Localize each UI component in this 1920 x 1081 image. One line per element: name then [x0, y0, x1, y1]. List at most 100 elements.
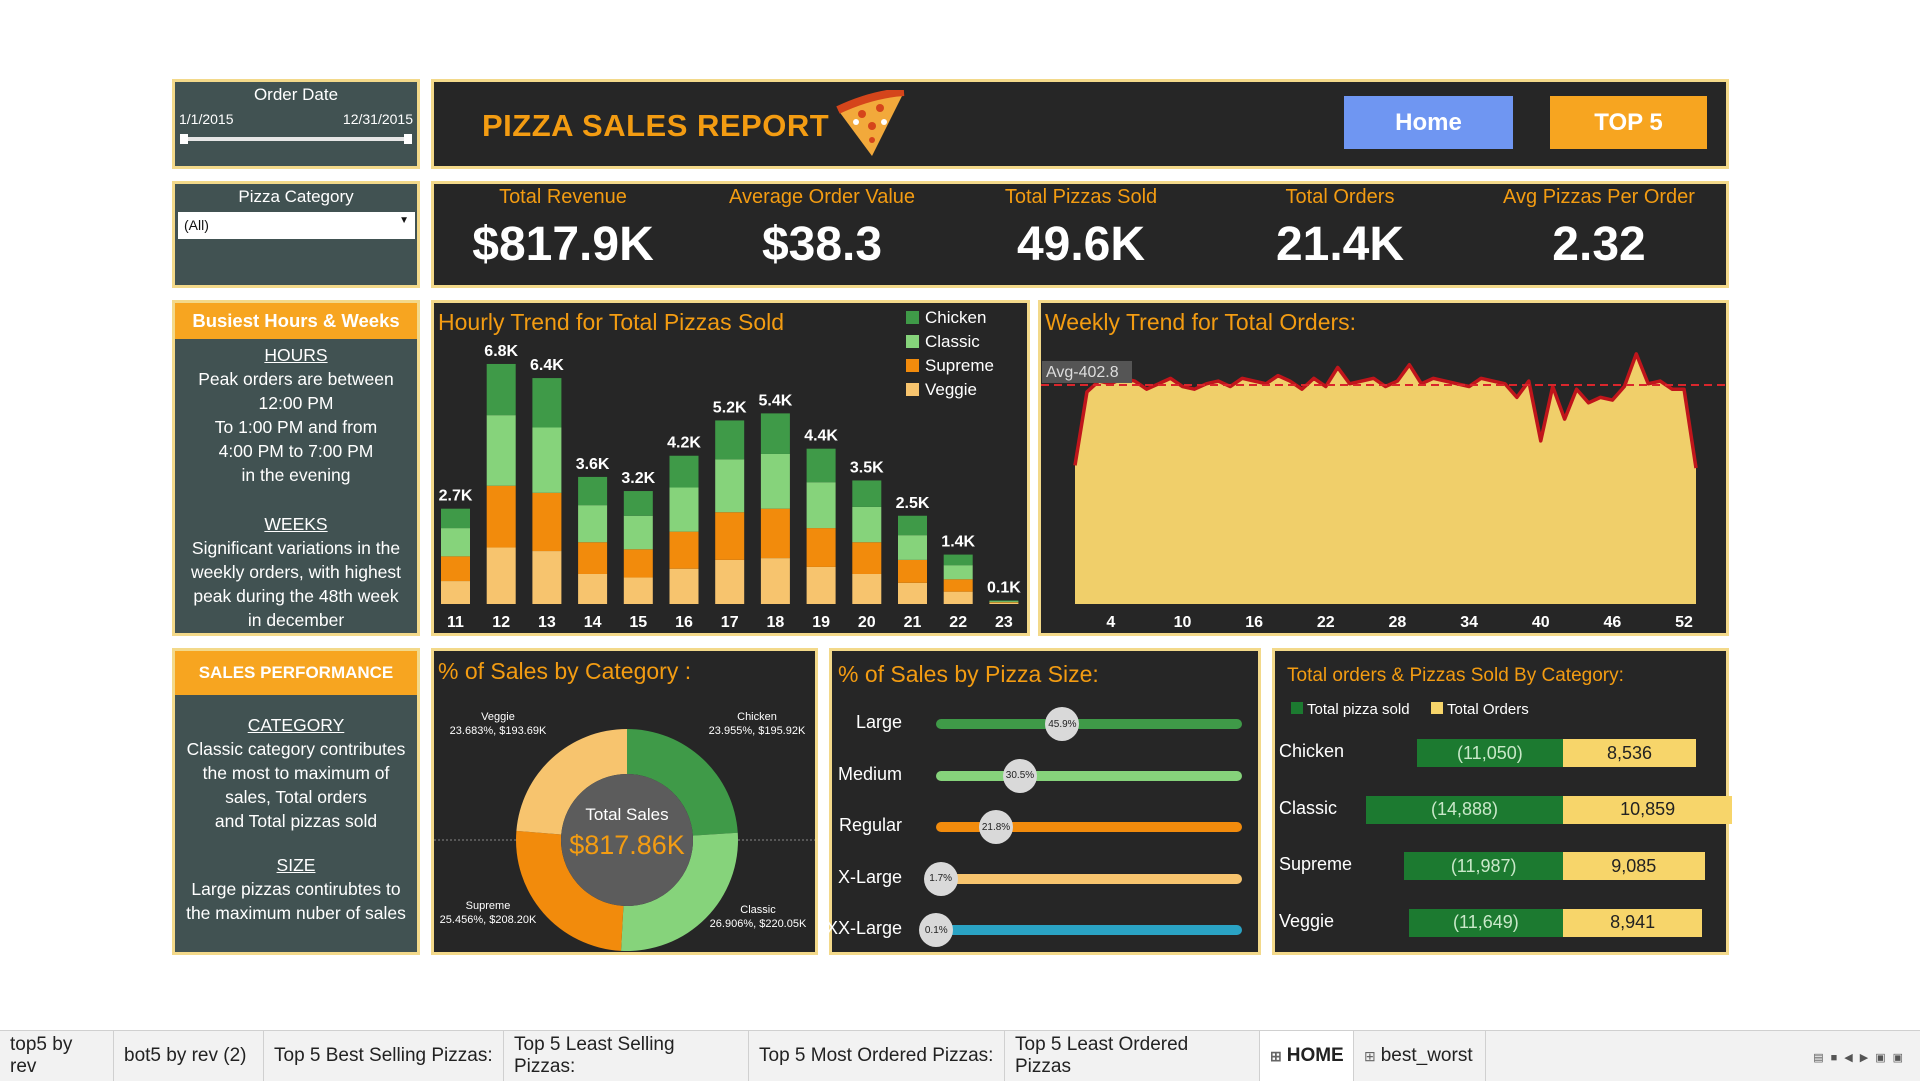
- orders-bar: 9,085: [1563, 852, 1705, 880]
- order-date-start: 1/1/2015: [179, 111, 234, 127]
- orders-by-category-panel: Total orders & Pizzas Sold By Category: …: [1272, 648, 1733, 955]
- tab-top5-most-ordered[interactable]: Top 5 Most Ordered Pizzas:: [749, 1031, 1005, 1081]
- data-label: 0.1K: [987, 579, 1021, 596]
- tab-best-worst[interactable]: ⊞ best_worst: [1354, 1031, 1486, 1081]
- orders-bar: 8,536: [1563, 739, 1697, 767]
- tab-label: top5 by rev: [10, 1034, 73, 1077]
- slice-name-label: Veggie: [481, 711, 515, 723]
- hours-line: To 1:00 PM and from: [214, 417, 378, 437]
- legend-label: Total pizza sold: [1307, 701, 1410, 718]
- sales-performance-panel: SALES PERFORMANCE CATEGORY Classic categ…: [172, 648, 420, 955]
- bar-segment: [898, 582, 927, 604]
- bar-segment: [989, 600, 1019, 602]
- bar-segment: [623, 577, 653, 604]
- weeks-line: in december: [247, 610, 345, 630]
- slice-name-label: Supreme: [466, 900, 511, 912]
- category-label: Veggie: [1279, 910, 1335, 931]
- size-label: XX-Large: [825, 918, 902, 938]
- filmstrip-icon[interactable]: ■: [1830, 1052, 1845, 1064]
- show-sheet-tabs-icon[interactable]: ▤: [1813, 1052, 1831, 1064]
- tab-top5-by-rev[interactable]: top5 by rev: [0, 1031, 114, 1081]
- legend-swatch: [906, 311, 919, 324]
- tab-label: HOME: [1286, 1045, 1344, 1066]
- data-label: 2.5K: [896, 495, 930, 512]
- tab-top5-least-ordered[interactable]: Top 5 Least Ordered Pizzas: [1005, 1031, 1260, 1081]
- tab-home[interactable]: ⊞ HOME: [1260, 1031, 1354, 1081]
- size-label: X-Large: [837, 866, 902, 887]
- size-label: Large: [855, 712, 902, 732]
- slider-handle-end[interactable]: [404, 134, 412, 144]
- legend-label: Supreme: [925, 356, 994, 375]
- hourly-trend-panel: Hourly Trend for Total Pizzas Sold Chicke…: [431, 300, 1030, 636]
- bar-segment: [760, 413, 790, 454]
- kpi-label: Total Revenue: [499, 186, 627, 208]
- chart-title: Weekly Trend for Total Orders:: [1045, 309, 1356, 335]
- x-tick-label: 17: [721, 614, 739, 631]
- bar-segment: [806, 528, 836, 567]
- dropdown-arrow-icon[interactable]: ▼: [399, 215, 409, 226]
- bar-segment: [486, 547, 516, 604]
- size-label: Regular: [838, 815, 902, 835]
- chart-title: % of Sales by Category :: [438, 658, 691, 684]
- data-label: 2.7K: [439, 488, 473, 505]
- x-tick-label: 22: [949, 614, 967, 631]
- donut-slice: [516, 729, 627, 835]
- weekly-trend-chart: Weekly Trend for Total Orders: Avg-402.8 4…: [1041, 309, 1726, 631]
- kpi-value: 49.6K: [1016, 218, 1146, 271]
- tab-bot5-by-rev-2[interactable]: bot5 by rev (2): [114, 1031, 264, 1081]
- tab-top5-least-selling[interactable]: Top 5 Least Selling Pizzas:: [504, 1031, 749, 1081]
- weeks-heading: WEEKS: [264, 514, 328, 534]
- bar-segment: [532, 551, 562, 604]
- bar-segment: [669, 568, 699, 604]
- pizza-sold-bar: (11,649): [1408, 908, 1563, 937]
- size-row: Large 45.9%: [832, 703, 1252, 743]
- size-bar: [936, 873, 1242, 884]
- data-label: 3.6K: [576, 456, 610, 473]
- tab-label: Top 5 Best Selling Pizzas:: [274, 1045, 493, 1066]
- pizza-category-value: (All): [184, 217, 209, 233]
- donut-slice: [516, 830, 624, 951]
- prev-sheet-icon[interactable]: ◀: [1844, 1052, 1860, 1064]
- pizza-sold-bar: (11,050): [1416, 739, 1563, 767]
- kpi-label: Avg Pizzas Per Order: [1503, 186, 1695, 208]
- header-bar: PIZZA SALES REPORT Home TOP 5: [431, 79, 1729, 169]
- size-value-marker: 21.8%: [979, 810, 1014, 844]
- bar-segment: [623, 549, 653, 578]
- bar-segment: [760, 558, 790, 604]
- kpi-label: Average Order Value: [728, 186, 916, 208]
- next-sheet-icon[interactable]: ▶: [1859, 1052, 1876, 1064]
- tab-label: best_worst: [1380, 1045, 1473, 1066]
- bar-segment: [898, 515, 927, 536]
- chart-title: Hourly Trend for Total Pizzas Sold: [438, 309, 784, 335]
- home-button[interactable]: Home: [1344, 96, 1513, 149]
- size-row: Medium 30.5%: [832, 755, 1252, 795]
- bar-segment: [852, 506, 882, 543]
- slider-handle-start[interactable]: [180, 134, 188, 144]
- last-sheet-icon[interactable]: ▣: [1892, 1052, 1910, 1064]
- size-value-marker: 45.9%: [1045, 707, 1080, 741]
- pizza-sold-bar: (14,888): [1366, 795, 1563, 824]
- data-label: 4.2K: [667, 435, 701, 452]
- top5-button[interactable]: TOP 5: [1550, 96, 1707, 149]
- legend-label: Chicken: [925, 308, 986, 327]
- bar-segment: [486, 415, 516, 486]
- bar-segment: [532, 427, 562, 493]
- order-date-filter[interactable]: Order Date 1/1/2015 12/31/2015: [172, 79, 420, 169]
- bar-segment: [578, 542, 608, 574]
- bar-segment: [441, 581, 470, 604]
- bar-segment: [578, 573, 608, 604]
- category-line: Classic category contributes: [186, 739, 406, 759]
- date-range-slider[interactable]: [180, 134, 412, 144]
- category-line: and Total pizzas sold: [214, 811, 378, 831]
- pizza-category-select[interactable]: (All) ▼: [178, 212, 415, 239]
- category-label: Classic: [1279, 797, 1338, 818]
- tab-top5-best-selling[interactable]: Top 5 Best Selling Pizzas:: [264, 1031, 504, 1081]
- kpi-total-pizzas-sold: Total Pizzas Sold 49.6K: [952, 184, 1210, 272]
- size-value-marker: 30.5%: [1002, 758, 1037, 793]
- x-tick-label: 10: [1174, 614, 1192, 631]
- busiest-panel: Busiest Hours & Weeks HOURS Peak orders …: [172, 300, 420, 636]
- x-tick-label: 14: [584, 614, 602, 631]
- sales-by-category-panel: % of Sales by Category : Total Sales $817.…: [431, 648, 818, 955]
- first-sheet-icon[interactable]: ▣: [1875, 1052, 1893, 1064]
- tab-label: Top 5 Least Selling Pizzas:: [514, 1034, 675, 1077]
